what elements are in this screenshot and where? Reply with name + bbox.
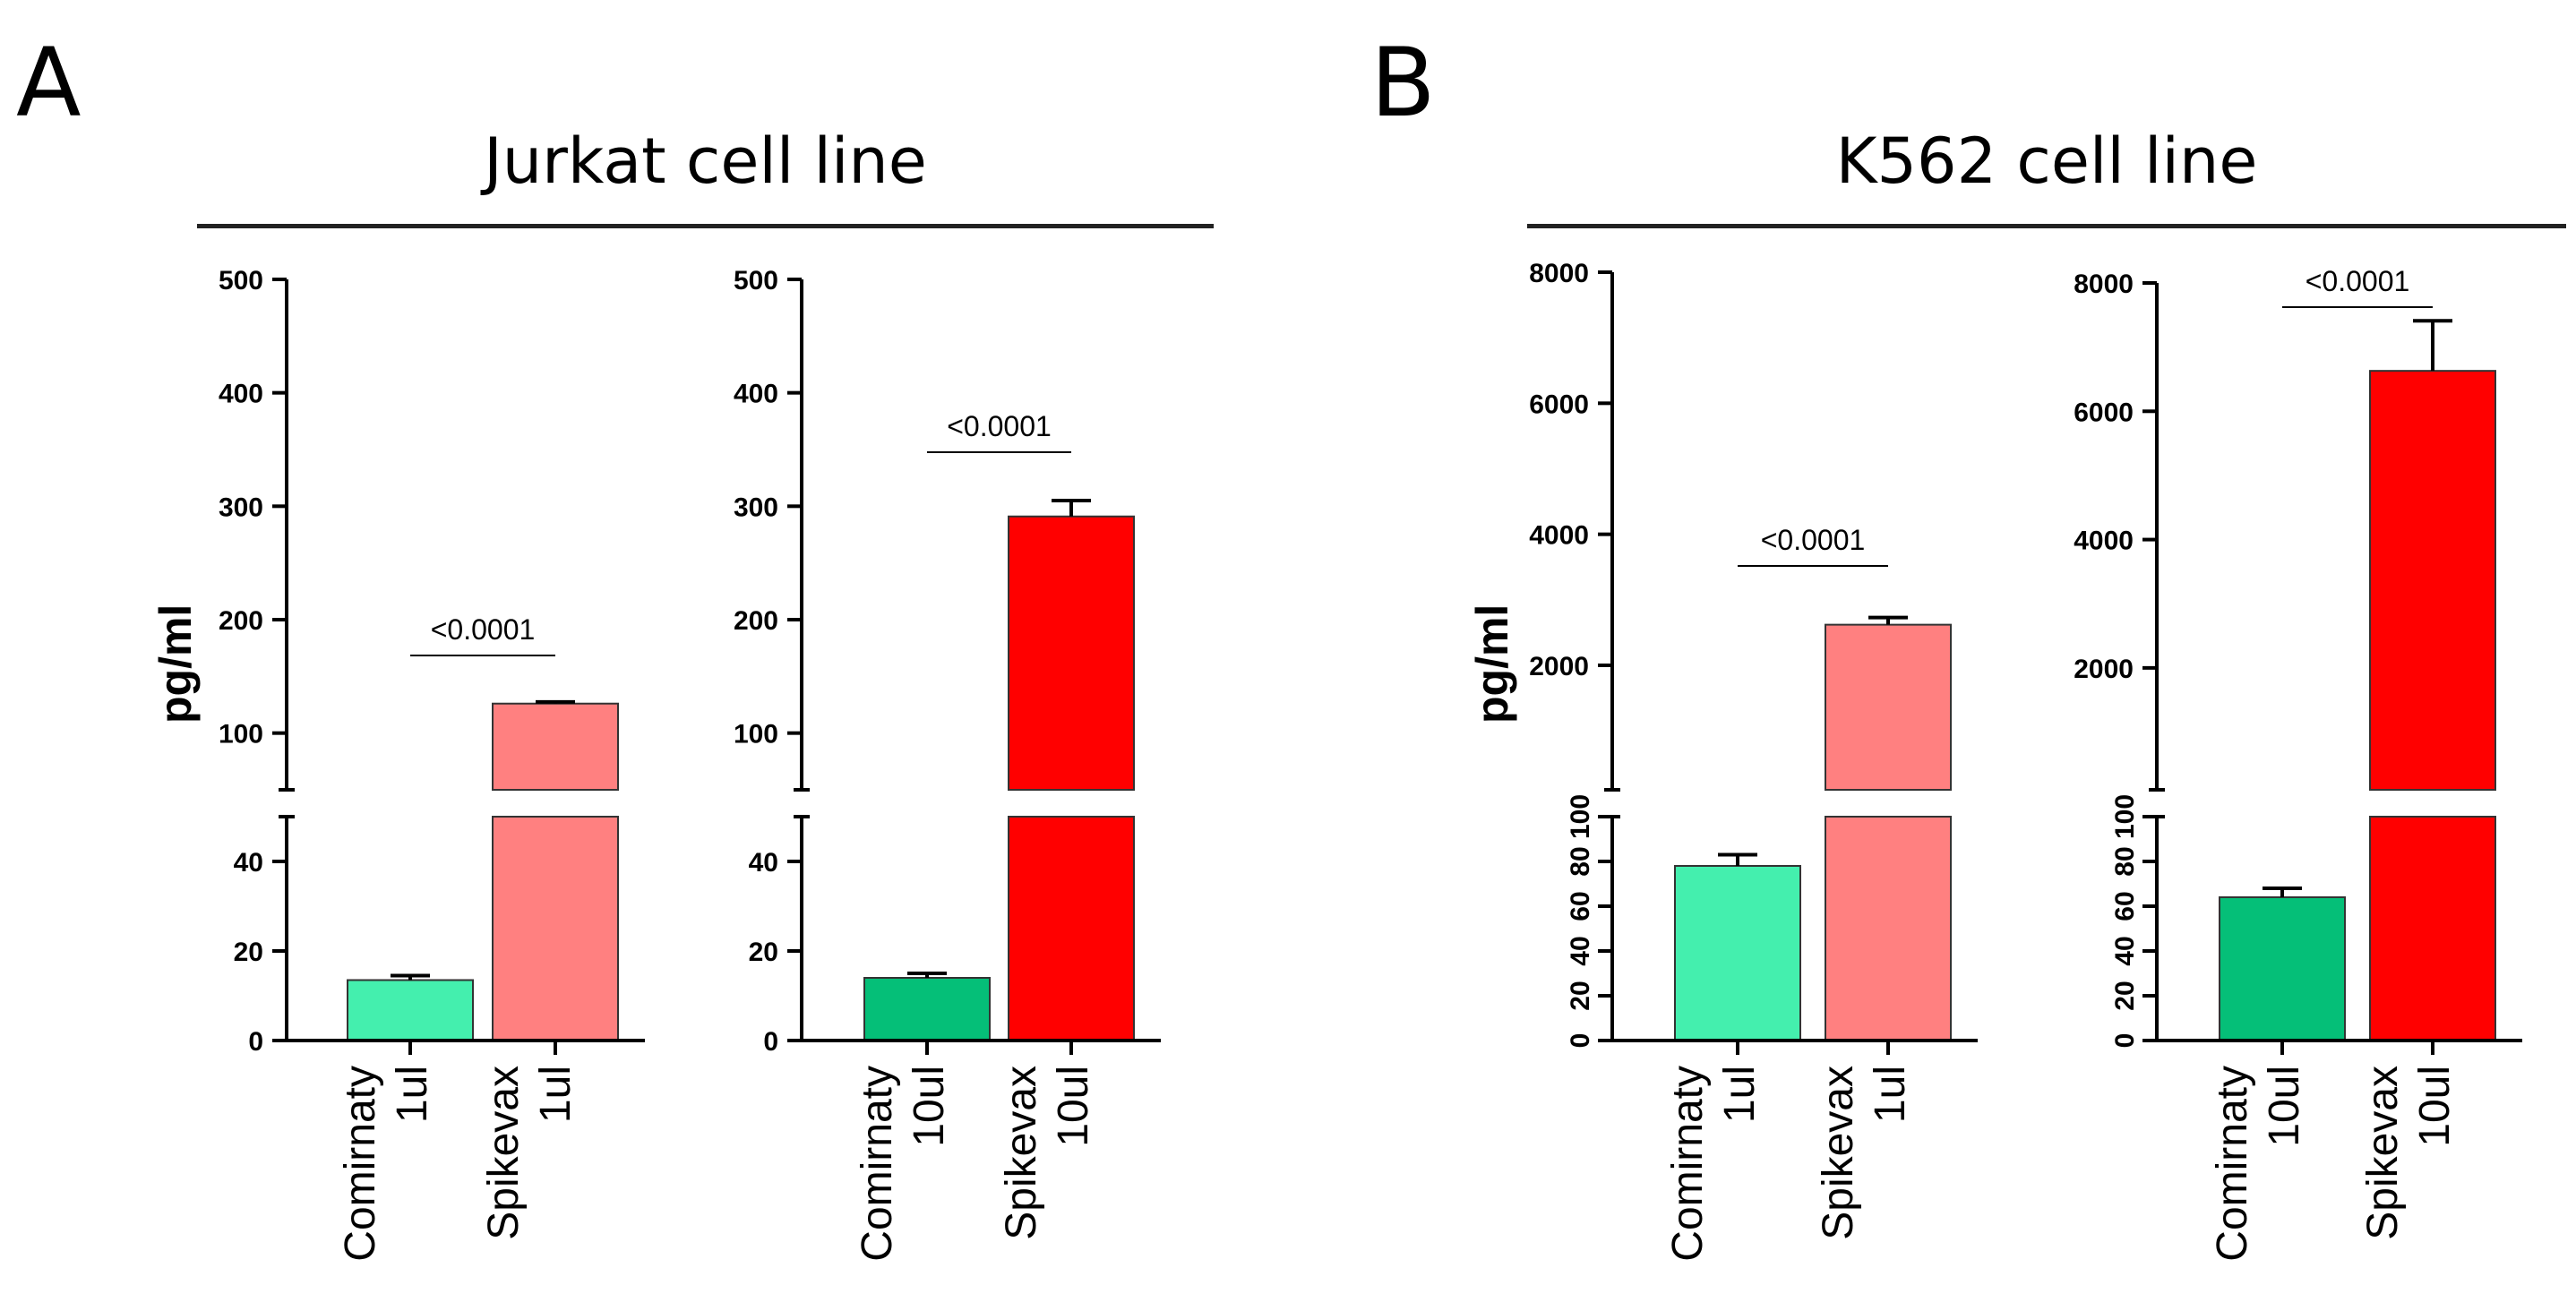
y-tick-label: 20: [1566, 981, 1595, 1010]
x-category-label: 1ul: [389, 1066, 436, 1123]
bar-lower-segment: [492, 816, 619, 1041]
x-category-label: Spikevax: [998, 1066, 1045, 1240]
bar-lower-segment: [1008, 816, 1135, 1041]
x-category-label: Comirnaty: [1664, 1066, 1712, 1262]
y-tick-label: 100: [734, 720, 778, 750]
y-tick-label: 100: [1566, 794, 1595, 839]
y-tick-label: 500: [219, 266, 263, 296]
y-tick-label: 500: [734, 266, 778, 296]
y-tick-label: 8000: [1529, 259, 1589, 288]
x-category-label: Spikevax: [2359, 1066, 2407, 1240]
y-tick-label: 400: [734, 380, 778, 409]
x-category-label: Comirnaty: [854, 1066, 901, 1262]
y-tick-label: 0: [1566, 1033, 1595, 1049]
y-tick-label: 80: [1566, 846, 1595, 876]
bar-upper-segment: [1825, 623, 1952, 791]
y-tick-label: 300: [734, 493, 778, 522]
bar: [2219, 896, 2346, 1041]
group-title-k562: K562 cell line: [1835, 124, 2258, 198]
y-tick-label: 0: [2110, 1033, 2140, 1049]
bar-lower-segment: [1825, 816, 1952, 1041]
y-tick-label: 4000: [1529, 521, 1589, 551]
x-category-label: Spikevax: [1815, 1066, 1862, 1240]
bar-lower-segment: [2369, 816, 2496, 1041]
y-tick-label: 100: [2110, 794, 2140, 839]
y-tick-label: 100: [219, 720, 263, 750]
x-category-label: Comirnaty: [2209, 1066, 2256, 1262]
group-title-jurkat: Jurkat cell line: [484, 124, 927, 198]
bar: [1674, 865, 1801, 1041]
bar-upper-segment: [2369, 370, 2496, 791]
x-category-label: Comirnaty: [337, 1066, 384, 1262]
panel-letter-b: B: [1370, 28, 1436, 138]
y-tick-label: 6000: [2074, 398, 2134, 427]
y-tick-label: 40: [2110, 936, 2140, 965]
bar-upper-segment: [1008, 515, 1135, 791]
y-tick-label: 60: [1566, 891, 1595, 921]
significance-label: <0.0001: [2306, 265, 2410, 297]
x-category-label: Spikevax: [480, 1066, 528, 1240]
y-tick-label: 200: [734, 606, 778, 636]
y-tick-label: 400: [219, 380, 263, 409]
x-category-label: 1ul: [532, 1066, 580, 1123]
x-category-label: 10ul: [2261, 1066, 2308, 1147]
x-category-label: 10ul: [906, 1066, 953, 1147]
x-category-label: 10ul: [2411, 1066, 2459, 1147]
panel-letter-a: A: [16, 28, 82, 138]
y-tick-label: 60: [2110, 891, 2140, 921]
y-tick-label: 20: [749, 938, 778, 967]
significance-label: <0.0001: [947, 410, 1052, 442]
y-tick-label: 300: [219, 493, 263, 522]
y-tick-label: 0: [248, 1027, 263, 1057]
y-tick-label: 20: [2110, 981, 2140, 1010]
y-tick-label: 6000: [1529, 390, 1589, 419]
x-category-label: 1ul: [1867, 1066, 1914, 1123]
x-category-label: 1ul: [1716, 1066, 1764, 1123]
x-category-label: 10ul: [1050, 1066, 1097, 1147]
y-tick-label: 80: [2110, 846, 2140, 876]
significance-label: <0.0001: [431, 613, 536, 646]
y-tick-label: 0: [763, 1027, 778, 1057]
y-tick-label: 40: [749, 848, 778, 878]
y-tick-label: 2000: [1529, 652, 1589, 681]
bar-upper-segment: [492, 702, 619, 792]
y-tick-label: 8000: [2074, 270, 2134, 299]
significance-label: <0.0001: [1761, 524, 1866, 556]
group-rule-jurkat: [197, 224, 1214, 228]
bar: [347, 979, 474, 1041]
group-rule-k562: [1527, 224, 2566, 228]
y-tick-label: 40: [234, 848, 263, 878]
y-tick-label: 2000: [2074, 655, 2134, 684]
y-tick-label: 4000: [2074, 527, 2134, 556]
bar: [863, 977, 991, 1041]
y-tick-label: 200: [219, 606, 263, 636]
y-tick-label: 20: [234, 938, 263, 967]
y-tick-label: 40: [1566, 936, 1595, 965]
